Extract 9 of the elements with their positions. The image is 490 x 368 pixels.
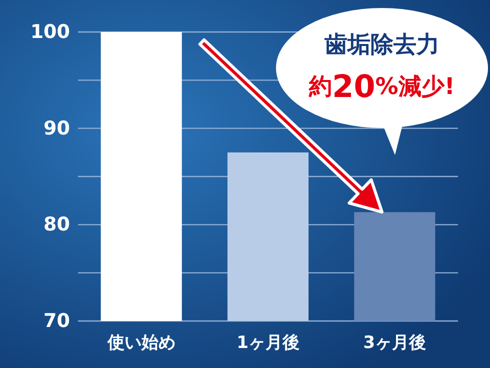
x-tick-label: 使い始め [106,333,176,353]
y-tick-label: 100 [30,21,70,43]
annotation: 約20%減少! [308,69,455,105]
y-tick-label: 80 [44,214,70,236]
y-tick-label: 70 [44,310,70,332]
annotation: 歯垢除去力 [324,32,440,58]
x-tick-label: 1ヶ月後 [236,333,300,353]
x-tick-label: 3ヶ月後 [363,333,426,353]
y-tick-label: 90 [44,117,70,140]
